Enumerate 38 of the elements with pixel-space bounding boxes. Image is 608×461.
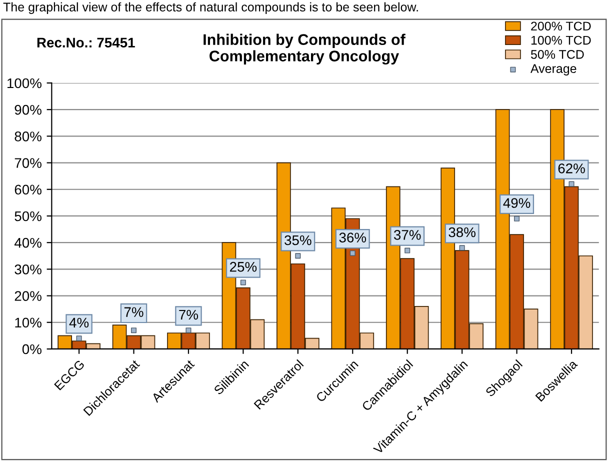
- y-tick-label: 50%: [14, 211, 42, 222]
- y-tick-label: 20%: [14, 291, 42, 301]
- y-tick-label: 10%: [15, 318, 42, 328]
- point: [295, 253, 301, 259]
- data-label: 49%: [503, 198, 530, 208]
- y-tick-label: 90%: [14, 104, 42, 115]
- point: [350, 250, 356, 256]
- point: [240, 280, 246, 286]
- y-tick-label: 100%: [7, 78, 42, 88]
- chart-title: Inhibition by Compounds of Complementary Oncology: [204, 34, 406, 65]
- y-tick-label: 0%: [22, 344, 42, 354]
- point: [514, 216, 520, 222]
- point: [186, 328, 192, 334]
- data-label: 35%: [284, 235, 312, 246]
- data-label: 36%: [339, 232, 366, 242]
- y-tick-label: 60%: [14, 184, 42, 195]
- data-label: 37%: [394, 230, 421, 240]
- legend-label: 200% TCD: [531, 22, 591, 31]
- y-tick-label: 70%: [14, 158, 42, 168]
- text: Rec.No.: 75451: [37, 38, 135, 48]
- legend-label: Average: [530, 64, 576, 76]
- data-label: 62%: [558, 164, 585, 174]
- data-label: 38%: [448, 227, 476, 238]
- point: [459, 245, 465, 251]
- text: The graphical view of the effects of natural compounds is to be seen below.: [3, 2, 418, 14]
- y-tick-label: 80%: [14, 132, 42, 142]
- data-label: 4%: [69, 318, 89, 328]
- data-label: 7%: [124, 307, 144, 317]
- data-label: 25%: [230, 262, 257, 272]
- legend-label: 50% TCD: [530, 50, 584, 59]
- point: [568, 181, 574, 187]
- legend-label: 100% TCD: [531, 36, 591, 45]
- y-tick-label: 30%: [14, 264, 42, 274]
- point: [76, 336, 82, 342]
- point: [404, 248, 410, 254]
- data-label: 7%: [179, 310, 198, 320]
- y-tick-label: 40%: [14, 238, 42, 248]
- point: [131, 328, 137, 334]
